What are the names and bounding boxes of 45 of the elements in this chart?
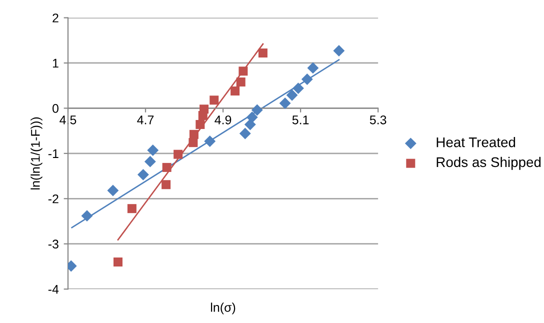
point <box>174 150 183 159</box>
point <box>144 156 156 168</box>
point <box>81 210 93 222</box>
point <box>188 138 198 148</box>
point <box>286 89 298 101</box>
point <box>114 257 122 266</box>
x-tick-label: 4.9 <box>214 115 232 124</box>
point <box>236 77 246 86</box>
x-tick-label: 5.1 <box>292 116 309 124</box>
point <box>162 180 171 190</box>
x-axis-title: ln(σ) <box>211 302 236 314</box>
point <box>204 135 216 147</box>
x-tick-label: 4.5 <box>60 116 76 124</box>
y-tick-label: -2 <box>48 194 58 204</box>
y-tick-label: -1 <box>48 149 58 158</box>
y-tick-label: 1 <box>52 58 58 68</box>
point <box>301 74 313 85</box>
legend-label: Heat Treated <box>436 137 516 148</box>
point <box>147 144 159 156</box>
y-axis-title: ln(ln(1/(1-F))) <box>30 117 42 190</box>
point <box>238 66 248 76</box>
y-tick-label: 0 <box>52 104 58 113</box>
point <box>200 104 209 114</box>
point <box>333 45 345 56</box>
y-tick-label: 2 <box>52 14 58 22</box>
x-tick-label: 5.3 <box>370 115 386 124</box>
point <box>246 112 258 123</box>
y-tick-label: -4 <box>48 285 59 294</box>
y-tick-label: -3 <box>48 240 58 249</box>
point <box>137 168 149 180</box>
point <box>292 82 304 94</box>
point <box>307 62 319 74</box>
point <box>258 48 268 58</box>
point <box>107 184 119 196</box>
point <box>196 120 205 129</box>
x-tick-label: 4.7 <box>137 116 154 124</box>
point <box>251 104 263 116</box>
point <box>239 128 251 140</box>
point <box>127 204 136 214</box>
point <box>279 98 291 109</box>
point <box>230 86 240 96</box>
point <box>210 96 219 105</box>
legend-label: Rods as Shipped <box>436 156 541 170</box>
point <box>162 162 172 172</box>
point <box>189 130 198 139</box>
